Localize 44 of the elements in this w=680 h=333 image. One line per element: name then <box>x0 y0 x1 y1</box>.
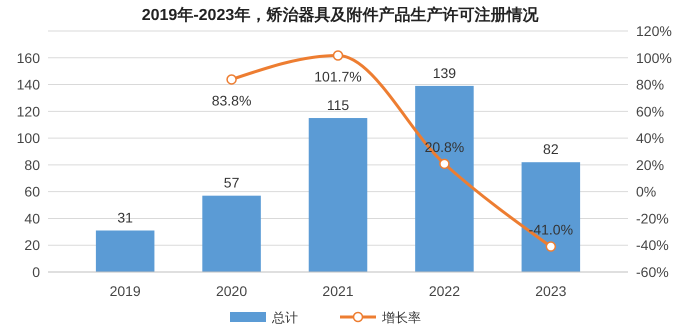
y2-tick-label: 100% <box>636 50 672 66</box>
point <box>332 50 344 61</box>
data-label: 83.8% <box>212 92 252 108</box>
y-tick-label: 0 <box>32 264 40 280</box>
chart-title: 2019年-2023年，矫治器具及附件产品生产许可注册情况 <box>142 6 540 24</box>
legend-label: 增长率 <box>381 310 421 325</box>
data-label: 139 <box>432 64 456 81</box>
x-tick-label: 2022 <box>428 283 460 299</box>
y-tick-label: 100 <box>16 130 40 146</box>
data-label: 57 <box>224 174 240 191</box>
y2-tick-label: 80% <box>636 76 664 93</box>
x-tick-label: 2021 <box>322 283 354 299</box>
data-label: 115 <box>326 97 350 114</box>
bar <box>202 196 261 272</box>
point <box>439 158 450 170</box>
x-tick-label: 2023 <box>535 283 567 299</box>
bar <box>415 86 474 272</box>
y2-tick-label: 120% <box>636 23 672 39</box>
y-tick-label: 80 <box>24 156 40 173</box>
y2-tick-label: 20% <box>636 156 664 173</box>
y-tick-label: 140 <box>16 76 40 93</box>
x-tick-label: 2020 <box>216 283 248 299</box>
y-tick-label: 20 <box>24 237 40 254</box>
y2-tick-label: -60% <box>636 264 669 280</box>
bar <box>96 230 154 272</box>
y-tick-label: 120 <box>16 103 40 120</box>
data-label: -41.0% <box>528 222 574 238</box>
bar <box>522 162 580 272</box>
data-label: 101.7% <box>314 68 362 84</box>
y2-tick-label: 60% <box>636 103 664 120</box>
data-label: 82 <box>543 141 559 158</box>
y2-tick-label: 40% <box>636 130 664 146</box>
data-label: 31 <box>117 209 134 226</box>
point <box>546 241 556 252</box>
legend-label: 总计 <box>271 310 298 325</box>
y2-tick-label: 0% <box>636 184 656 200</box>
point <box>226 74 237 85</box>
x-tick-label: 2019 <box>110 283 141 299</box>
y-tick-label: 40 <box>24 210 40 226</box>
y2-tick-label: -40% <box>636 237 669 254</box>
y-tick-label: 160 <box>16 50 40 66</box>
y2-tick-label: -20% <box>636 210 669 226</box>
bar <box>308 118 368 272</box>
y-tick-label: 60 <box>24 184 40 200</box>
